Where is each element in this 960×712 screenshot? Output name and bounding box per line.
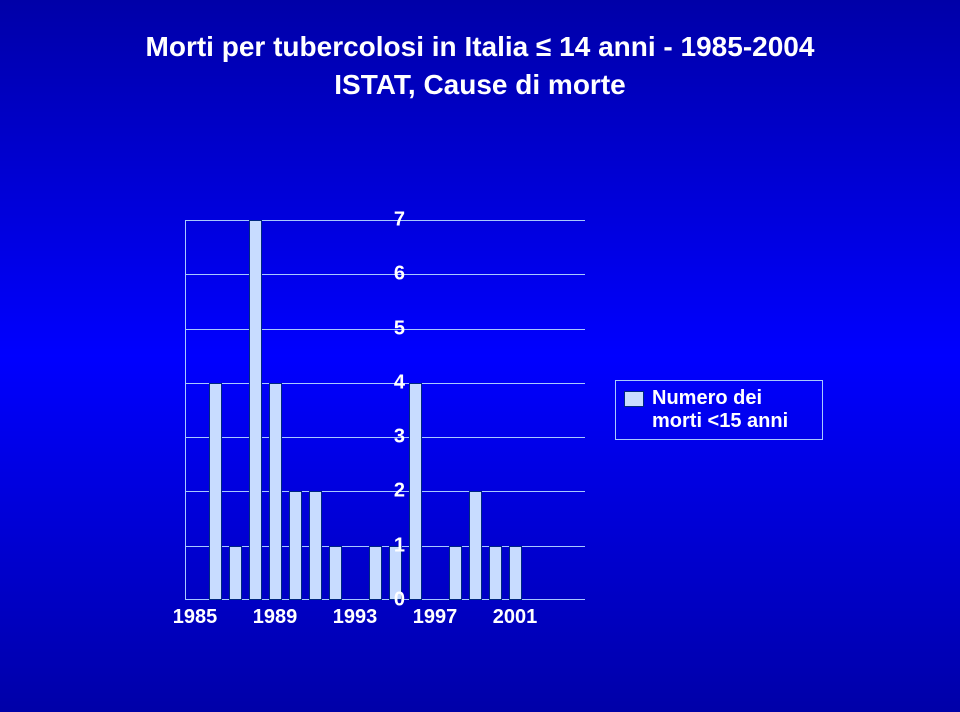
bar <box>249 220 262 600</box>
bar <box>509 546 522 600</box>
bar <box>449 546 462 600</box>
x-tick-label: 1989 <box>253 606 298 629</box>
bar <box>269 383 282 600</box>
x-tick-label: 1993 <box>333 606 378 629</box>
bar <box>209 383 222 600</box>
legend-item: Numero dei morti <15 anni <box>624 387 814 433</box>
y-tick-label: 5 <box>375 317 405 340</box>
y-tick-label: 2 <box>375 480 405 503</box>
chart-title: Morti per tubercolosi in Italia ≤ 14 ann… <box>0 28 960 104</box>
legend: Numero dei morti <15 anni <box>615 380 823 440</box>
legend-swatch <box>624 391 644 407</box>
y-tick-label: 0 <box>375 589 405 612</box>
x-tick-label: 1985 <box>173 606 218 629</box>
x-tick-label: 1997 <box>413 606 458 629</box>
y-tick-label: 7 <box>375 209 405 232</box>
y-axis-line <box>185 220 186 600</box>
bar <box>229 546 242 600</box>
bar <box>489 546 502 600</box>
bar <box>289 491 302 600</box>
x-tick-label: 2001 <box>493 606 538 629</box>
y-tick-label: 1 <box>375 534 405 557</box>
y-tick-label: 4 <box>375 371 405 394</box>
legend-label: Numero dei morti <15 anni <box>652 387 814 433</box>
bar <box>409 383 422 600</box>
bar <box>309 491 322 600</box>
y-tick-label: 6 <box>375 263 405 286</box>
title-line-1: Morti per tubercolosi in Italia ≤ 14 ann… <box>0 28 960 66</box>
bar <box>329 546 342 600</box>
title-line-2: ISTAT, Cause di morte <box>0 66 960 104</box>
bar-chart: Numero dei morti <15 anni 01234567198519… <box>145 220 815 660</box>
bar <box>469 491 482 600</box>
y-tick-label: 3 <box>375 426 405 449</box>
